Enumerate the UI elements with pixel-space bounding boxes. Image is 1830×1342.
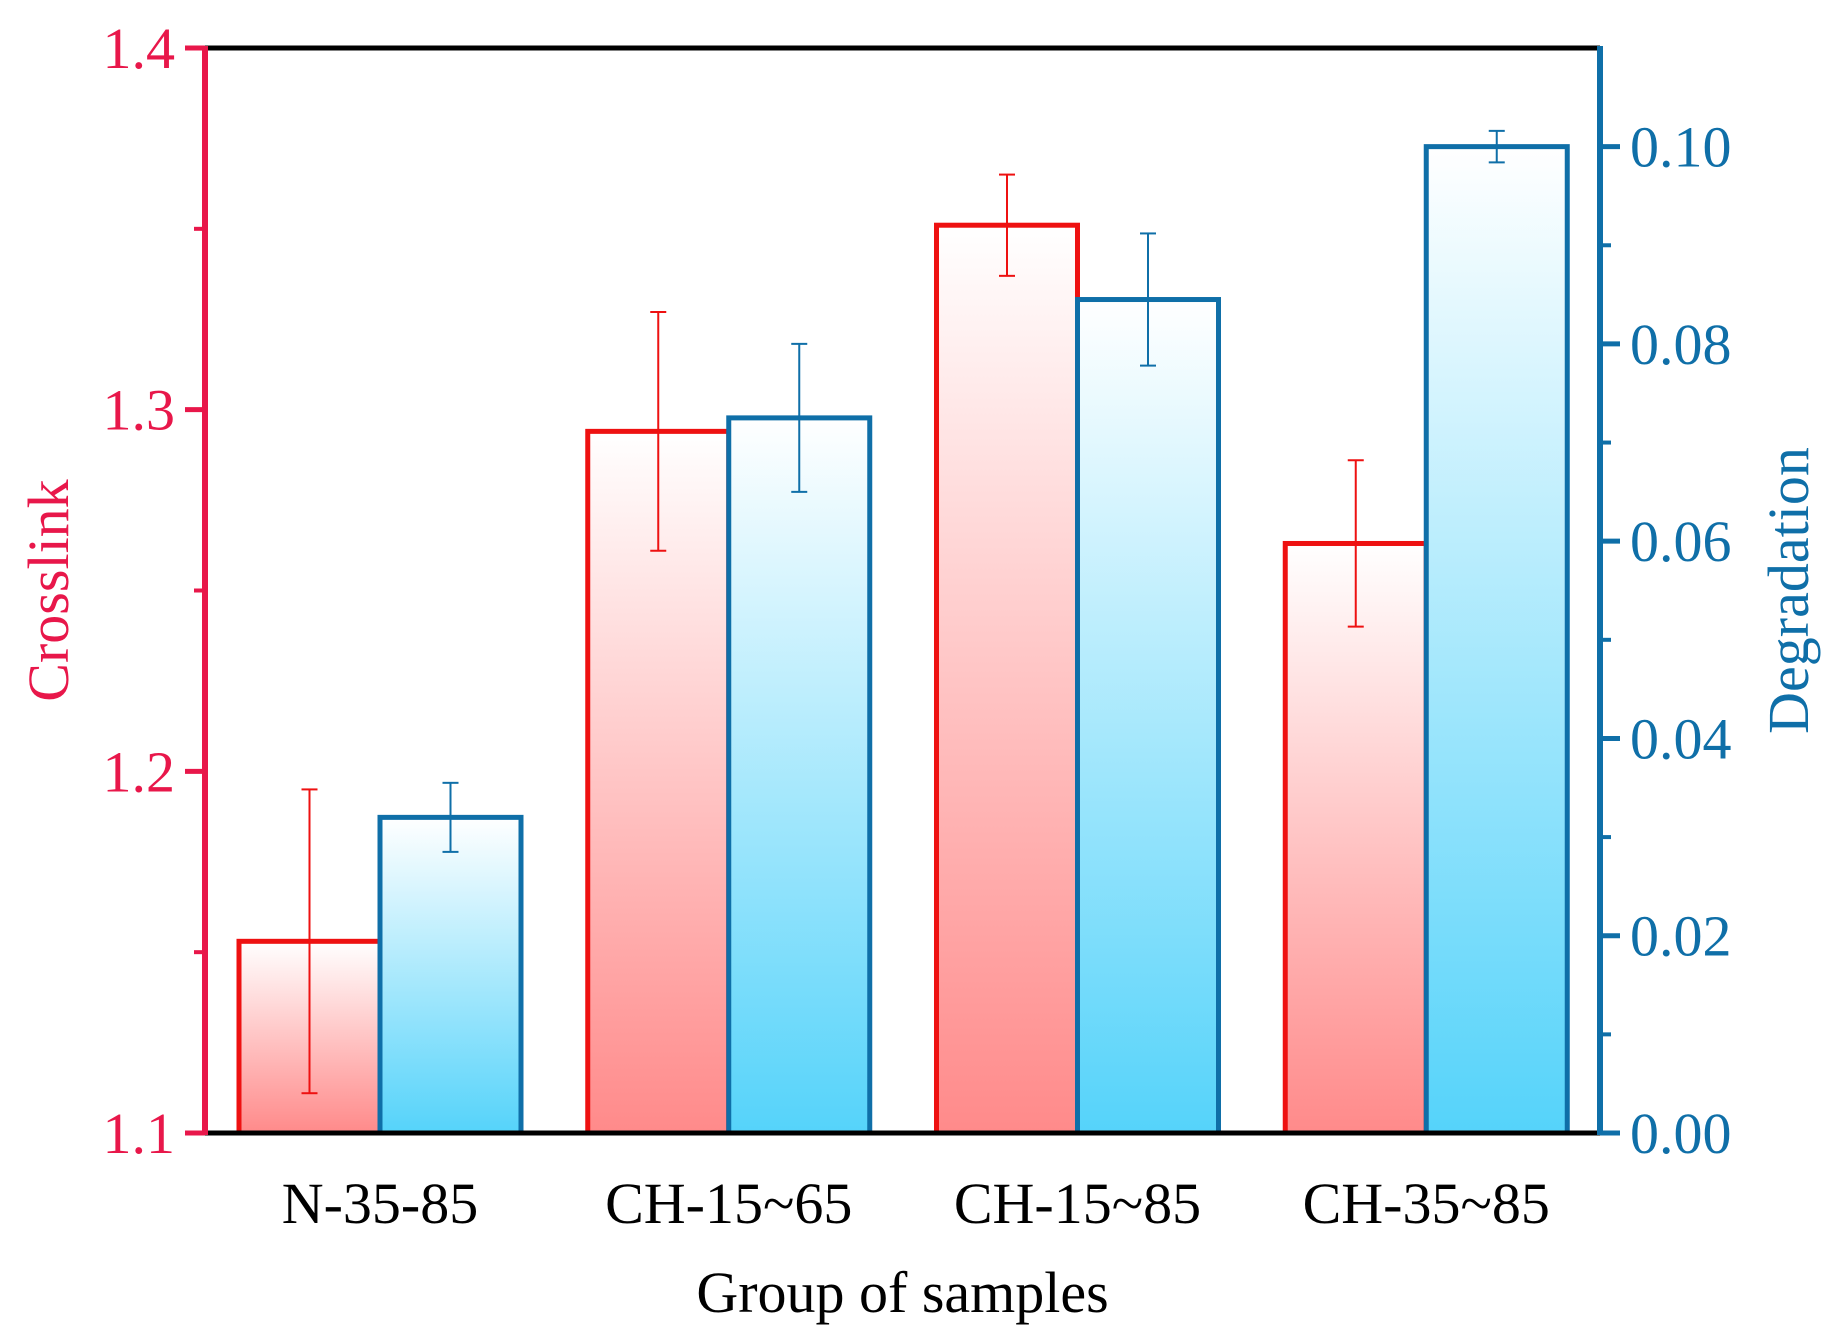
crosslink-bar	[934, 222, 1080, 1136]
crosslink-error-bar	[999, 173, 1015, 277]
crosslink-error-bar	[650, 311, 667, 552]
x-tick-label: CH-15~85	[954, 1171, 1201, 1236]
x-tick-label: CH-15~65	[605, 1171, 852, 1236]
degradation-bar	[726, 415, 873, 1136]
x-axis-title: Group of samples	[696, 1260, 1108, 1325]
right-tick-label: 0.02	[1630, 904, 1732, 969]
crosslink-bar	[1282, 540, 1429, 1136]
right-tick-label: 0.00	[1630, 1101, 1732, 1166]
degradation-error-bar	[1488, 129, 1505, 164]
degradation-bar	[1423, 144, 1570, 1136]
degradation-error-bar	[1140, 232, 1156, 367]
x-tick-label: CH-35~85	[1303, 1171, 1550, 1236]
degradation-bar	[377, 814, 524, 1136]
left-tick-label: 1.1	[103, 1101, 176, 1166]
degradation-bar	[1075, 297, 1221, 1136]
right-tick-label: 0.08	[1630, 312, 1732, 377]
crosslink-error-bar	[301, 788, 318, 1095]
labels-layer: N-35-85 CH-15~65 CH-15~85 CH-35~85 1.1 1.2 1.3…	[16, 16, 1821, 1325]
x-tick-label: N-35-85	[282, 1171, 479, 1236]
left-tick-label: 1.3	[103, 378, 176, 443]
degradation-error-bar	[791, 342, 808, 493]
axes-layer	[185, 45, 1620, 1136]
degradation-error-bar	[442, 781, 459, 853]
crosslink-error-bar	[1347, 459, 1364, 628]
bars-layer	[236, 129, 1570, 1136]
right-tick-label: 0.06	[1630, 509, 1732, 574]
right-axis-title: Degradation	[1756, 447, 1821, 734]
right-tick-label: 0.10	[1630, 115, 1732, 180]
right-tick-label: 0.04	[1630, 706, 1732, 771]
left-tick-label: 1.4	[103, 16, 176, 81]
left-axis-title: Crosslink	[16, 479, 81, 701]
left-tick-label: 1.2	[103, 739, 176, 804]
